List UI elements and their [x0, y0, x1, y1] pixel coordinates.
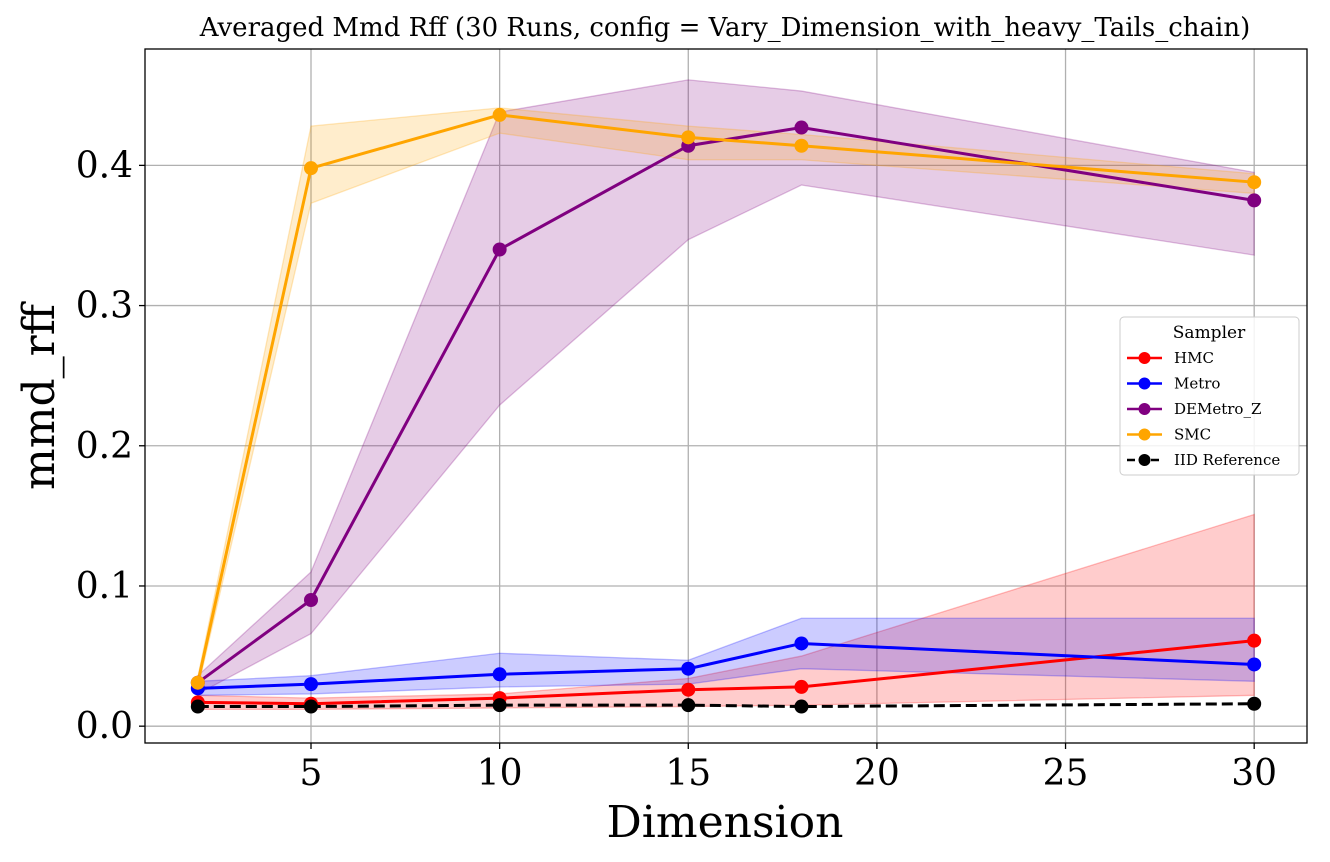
chart-title: Averaged Mmd Rff (30 Runs, config = Vary… [199, 13, 1250, 43]
legend-box [1119, 316, 1300, 476]
point-iid-reference [304, 699, 318, 714]
point-demetro-z [794, 120, 809, 135]
point-iid-reference [794, 699, 809, 714]
point-metro [681, 661, 696, 676]
plot-frame [144, 48, 1308, 744]
legend-label-smc: SMC [1174, 426, 1211, 444]
x-axis-label: Dimension [607, 797, 844, 848]
point-smc [190, 675, 205, 690]
y-tick-label: 0.2 [76, 426, 133, 467]
y-tick-label: 0.0 [76, 706, 133, 747]
point-hmc [794, 679, 809, 694]
point-metro [492, 667, 507, 682]
legend-marker-hmc [1138, 352, 1151, 364]
y-axis-ticks: 0.0 0.1 0.2 0.3 0.4 [76, 145, 145, 747]
y-tick-label: 0.3 [76, 286, 133, 327]
line-iid-reference [197, 702, 1255, 709]
point-smc [492, 107, 507, 122]
legend-entries: HMC Metro DEMetro_Z SMC IID Reference [1127, 349, 1280, 469]
point-smc [681, 130, 696, 145]
x-tick-label: 20 [854, 753, 900, 794]
legend-label-iid-reference: IID Reference [1174, 451, 1280, 469]
point-hmc [681, 682, 696, 697]
x-tick-label: 5 [300, 753, 323, 794]
point-metro [794, 636, 809, 651]
point-smc [794, 138, 809, 153]
x-tick-label: 25 [1043, 753, 1089, 794]
point-demetro-z [492, 242, 507, 257]
point-hmc [1247, 633, 1262, 648]
point-demetro-z [304, 592, 318, 607]
legend-label-demetro-z: DEMetro_Z [1174, 400, 1261, 418]
point-smc [304, 161, 318, 176]
point-iid-reference [492, 698, 507, 713]
point-iid-reference [190, 699, 205, 714]
legend-label-hmc: HMC [1174, 349, 1214, 367]
y-tick-label: 0.1 [76, 566, 133, 607]
legend-title: Sampler [1173, 323, 1246, 343]
point-iid-reference [1247, 696, 1262, 711]
band-smc [197, 107, 1255, 689]
legend: Sampler HMC Metro DEMetro_Z SMC IID Referenc… [1119, 316, 1300, 476]
grid [145, 49, 1307, 743]
x-tick-label: 15 [665, 753, 711, 794]
point-smc [1247, 175, 1262, 190]
line-demetro-z [196, 125, 1255, 684]
point-iid-reference [681, 698, 696, 713]
x-tick-label: 10 [477, 753, 523, 794]
line-smc [196, 113, 1255, 684]
legend-marker-iid-reference [1138, 454, 1151, 466]
line-hmc [197, 639, 1255, 706]
point-demetro-z [1247, 193, 1262, 208]
series-lines [196, 113, 1255, 709]
data-points [190, 107, 1262, 714]
x-tick-label: 30 [1231, 753, 1277, 794]
line-metro [197, 641, 1255, 690]
legend-marker-smc [1138, 428, 1151, 441]
point-metro [304, 677, 318, 692]
legend-marker-demetro-z [1138, 403, 1151, 415]
x-axis-ticks: 5 10 15 20 25 30 [300, 743, 1277, 794]
legend-marker-metro [1138, 377, 1151, 390]
point-metro [1247, 657, 1262, 672]
y-tick-label: 0.4 [76, 145, 133, 186]
y-axis-label: mmd_rff [14, 301, 65, 490]
legend-label-metro: Metro [1174, 375, 1220, 393]
